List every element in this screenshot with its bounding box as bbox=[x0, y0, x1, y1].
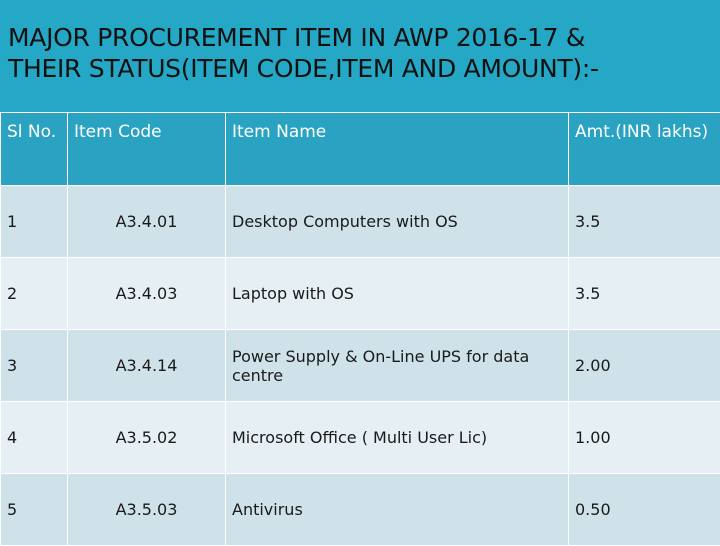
table-row: 5 A3.5.03 Antivirus 0.50 bbox=[1, 474, 720, 546]
cell-amount: 3.5 bbox=[569, 258, 720, 330]
cell-item-code: A3.4.01 bbox=[68, 186, 226, 258]
cell-item-name: Laptop with OS bbox=[226, 258, 569, 330]
table-row: 4 A3.5.02 Microsoft Office ( Multi User … bbox=[1, 402, 720, 474]
table-row: 2 A3.4.03 Laptop with OS 3.5 bbox=[1, 258, 720, 330]
cell-item-code: A3.5.02 bbox=[68, 402, 226, 474]
cell-item-code: A3.4.14 bbox=[68, 330, 226, 402]
header-amount: Amt.(INR lakhs) bbox=[569, 113, 720, 186]
cell-sl-no: 2 bbox=[1, 258, 68, 330]
cell-item-code: A3.4.03 bbox=[68, 258, 226, 330]
cell-sl-no: 3 bbox=[1, 330, 68, 402]
cell-sl-no: 5 bbox=[1, 474, 68, 546]
cell-sl-no: 4 bbox=[1, 402, 68, 474]
cell-item-name: Desktop Computers with OS bbox=[226, 186, 569, 258]
cell-sl-no: 1 bbox=[1, 186, 68, 258]
table-row: 3 A3.4.14 Power Supply & On-Line UPS for… bbox=[1, 330, 720, 402]
header-sl-no: Sl No. bbox=[1, 113, 68, 186]
cell-amount: 2.00 bbox=[569, 330, 720, 402]
table-header-row: Sl No. Item Code Item Name Amt.(INR lakh… bbox=[1, 113, 720, 186]
cell-amount: 0.50 bbox=[569, 474, 720, 546]
cell-amount: 3.5 bbox=[569, 186, 720, 258]
cell-amount: 1.00 bbox=[569, 402, 720, 474]
header-item-name: Item Name bbox=[226, 113, 569, 186]
header-item-code: Item Code bbox=[68, 113, 226, 186]
cell-item-name: Antivirus bbox=[226, 474, 569, 546]
table-row: 1 A3.4.01 Desktop Computers with OS 3.5 bbox=[1, 186, 720, 258]
cell-item-name: Power Supply & On-Line UPS for data cent… bbox=[226, 330, 569, 402]
page-title: MAJOR PROCUREMENT ITEM IN AWP 2016-17 & … bbox=[8, 22, 712, 84]
procurement-table: Sl No. Item Code Item Name Amt.(INR lakh… bbox=[0, 112, 720, 546]
cell-item-code: A3.5.03 bbox=[68, 474, 226, 546]
cell-item-name: Microsoft Office ( Multi User Lic) bbox=[226, 402, 569, 474]
